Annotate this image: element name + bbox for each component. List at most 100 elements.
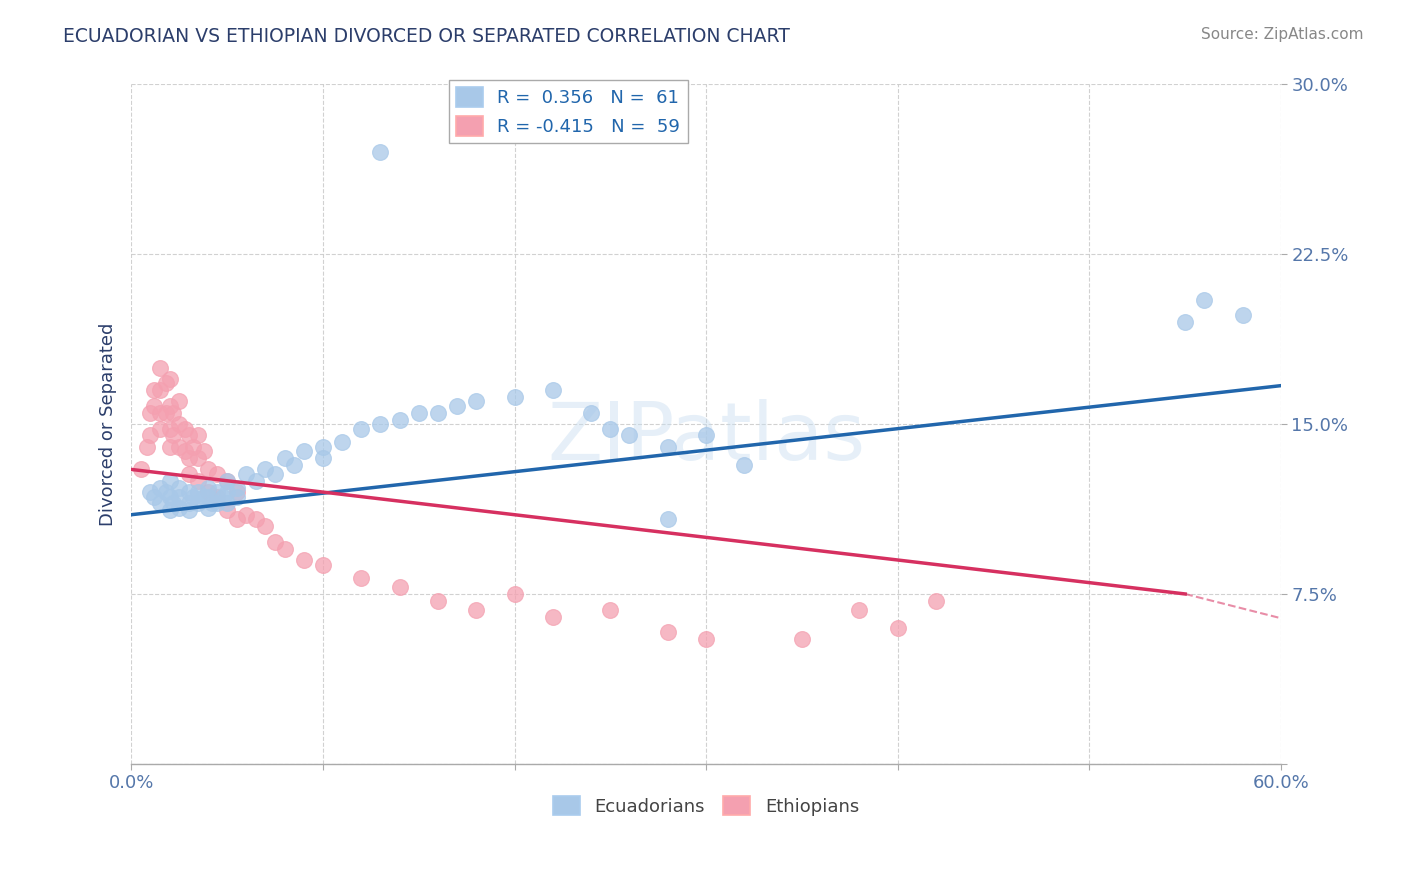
- Point: [225, 485, 247, 500]
- Text: ECUADORIAN VS ETHIOPIAN DIVORCED OR SEPARATED CORRELATION CHART: ECUADORIAN VS ETHIOPIAN DIVORCED OR SEPA…: [63, 27, 790, 45]
- Point: [541, 609, 564, 624]
- Point: [207, 496, 229, 510]
- Point: [177, 496, 200, 510]
- Point: [207, 490, 229, 504]
- Point: [695, 428, 717, 442]
- Point: [235, 467, 257, 481]
- Point: [330, 435, 353, 450]
- Point: [388, 580, 411, 594]
- Point: [193, 444, 215, 458]
- Point: [254, 462, 277, 476]
- Point: [245, 512, 267, 526]
- Legend: Ecuadorians, Ethiopians: Ecuadorians, Ethiopians: [546, 789, 866, 822]
- Text: Source: ZipAtlas.com: Source: ZipAtlas.com: [1201, 27, 1364, 42]
- Point: [174, 444, 197, 458]
- Point: [139, 428, 162, 442]
- Point: [187, 496, 209, 510]
- Point: [292, 444, 315, 458]
- Point: [167, 417, 190, 431]
- Point: [1232, 309, 1254, 323]
- Point: [162, 406, 184, 420]
- Point: [254, 519, 277, 533]
- Point: [207, 467, 229, 481]
- Point: [657, 512, 679, 526]
- Point: [465, 394, 488, 409]
- Point: [159, 372, 181, 386]
- Point: [143, 490, 166, 504]
- Point: [215, 474, 238, 488]
- Point: [215, 503, 238, 517]
- Point: [619, 428, 641, 442]
- Point: [887, 621, 910, 635]
- Point: [155, 376, 177, 391]
- Point: [197, 500, 219, 515]
- Point: [1174, 315, 1197, 329]
- Point: [177, 467, 200, 481]
- Point: [139, 406, 162, 420]
- Y-axis label: Divorced or Separated: Divorced or Separated: [100, 322, 117, 525]
- Point: [465, 603, 488, 617]
- Point: [143, 399, 166, 413]
- Point: [273, 451, 295, 466]
- Point: [215, 485, 238, 500]
- Point: [197, 462, 219, 476]
- Point: [162, 496, 184, 510]
- Point: [408, 406, 430, 420]
- Point: [149, 496, 172, 510]
- Point: [848, 603, 870, 617]
- Point: [541, 383, 564, 397]
- Point: [149, 422, 172, 436]
- Point: [149, 360, 172, 375]
- Point: [177, 451, 200, 466]
- Point: [181, 440, 204, 454]
- Point: [167, 481, 190, 495]
- Point: [159, 490, 181, 504]
- Point: [177, 428, 200, 442]
- Point: [1194, 293, 1216, 307]
- Point: [579, 406, 602, 420]
- Point: [187, 451, 209, 466]
- Point: [159, 440, 181, 454]
- Point: [187, 485, 209, 500]
- Point: [370, 145, 392, 160]
- Point: [733, 458, 755, 472]
- Point: [215, 474, 238, 488]
- Point: [312, 440, 335, 454]
- Point: [129, 462, 152, 476]
- Point: [167, 500, 190, 515]
- Point: [167, 394, 190, 409]
- Point: [187, 474, 209, 488]
- Point: [245, 474, 267, 488]
- Point: [187, 428, 209, 442]
- Point: [135, 440, 157, 454]
- Point: [273, 541, 295, 556]
- Point: [167, 490, 190, 504]
- Point: [225, 512, 247, 526]
- Point: [225, 490, 247, 504]
- Point: [177, 503, 200, 517]
- Point: [215, 496, 238, 510]
- Point: [657, 440, 679, 454]
- Point: [159, 399, 181, 413]
- Point: [207, 485, 229, 500]
- Point: [162, 428, 184, 442]
- Point: [201, 496, 224, 510]
- Point: [695, 632, 717, 647]
- Point: [503, 587, 526, 601]
- Point: [212, 490, 235, 504]
- Point: [370, 417, 392, 431]
- Point: [657, 625, 679, 640]
- Point: [235, 508, 257, 522]
- Point: [197, 490, 219, 504]
- Point: [149, 406, 172, 420]
- Point: [790, 632, 813, 647]
- Point: [174, 422, 197, 436]
- Point: [177, 485, 200, 500]
- Point: [350, 422, 373, 436]
- Point: [159, 503, 181, 517]
- Point: [283, 458, 305, 472]
- Point: [264, 535, 287, 549]
- Point: [426, 594, 449, 608]
- Point: [312, 451, 335, 466]
- Point: [312, 558, 335, 572]
